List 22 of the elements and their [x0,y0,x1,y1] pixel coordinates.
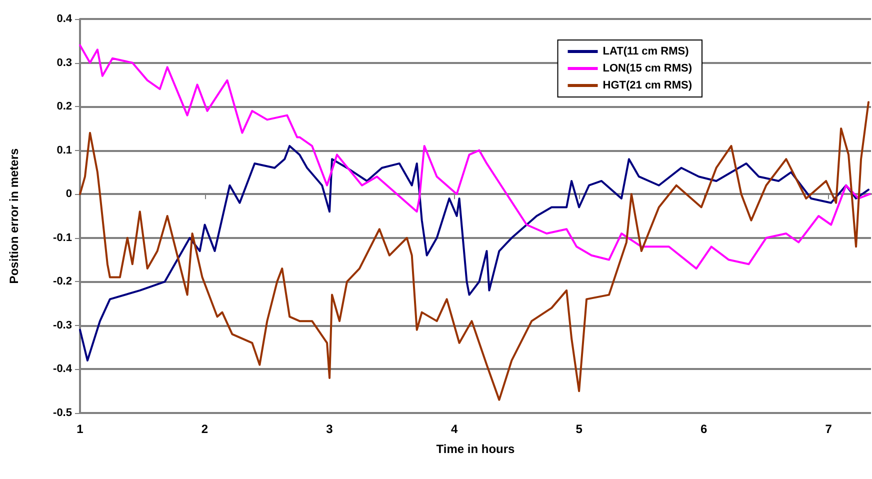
legend-label: LAT(11 cm RMS) [602,46,690,58]
y-tick-label: -0.1 [53,232,72,244]
x-tick-label: 1 [76,422,84,436]
x-tick-label: 2 [201,422,208,436]
x-axis-title: Time in hours [436,442,516,456]
y-tick-label: -0.4 [53,363,73,376]
y-tick-label: 0 [66,188,72,200]
x-tick-label: 4 [450,422,458,436]
y-tick-label: 0.3 [56,56,72,69]
y-tick-label: -0.2 [53,276,72,288]
legend-label: LON(15 cm RMS) [602,62,692,74]
x-tick-label: 7 [825,422,832,436]
x-tick-label: 5 [576,422,583,436]
legend-label: HGT(21 cm RMS) [602,80,692,92]
y-tick-label: -0.3 [53,319,72,332]
y-tick-label: 0.2 [56,100,72,113]
y-tick-label: -0.5 [53,407,72,419]
y-tick-label: 0.4 [56,13,73,25]
x-tick-label: 3 [326,422,334,436]
x-tick-label: 6 [700,422,708,436]
y-tick-label: 0.1 [56,144,72,156]
y-axis-title: Position error in meters [7,148,21,284]
